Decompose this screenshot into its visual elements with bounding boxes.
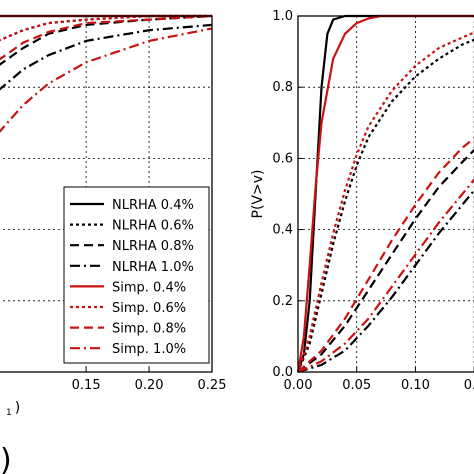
left-series-line-4	[0, 14, 213, 66]
right-series-line-5	[297, 136, 474, 373]
left-xtick-label-2: 0.25	[198, 378, 227, 393]
left-series-line-7	[0, 27, 213, 133]
right-series-line-2	[296, 38, 474, 373]
right-ytick-label-0: 0.0	[272, 365, 293, 380]
right-panel: 0.00 0.05 0.10 0.1 0.0 0.2 0.4 0.6 0.8 1.0 P(V>v…	[250, 9, 474, 393]
right-ytick-label-1: 0.2	[272, 294, 293, 309]
right-series-line-0	[296, 14, 474, 373]
right-xtick-label-3: 0.1	[464, 378, 474, 393]
legend-label-7: Simp. 1.0%	[112, 342, 186, 357]
right-series-line-3	[296, 31, 474, 373]
right-series-line-1	[296, 14, 474, 373]
legend: NLRHA 0.4% NLRHA 0.6% NLRHA 0.8% NLRHA 1.0%…	[63, 186, 210, 364]
right-xtick-label-0: 0.00	[284, 378, 313, 393]
right-ytick-label-2: 0.4	[272, 223, 293, 238]
left-xtick-label-0: 0.15	[72, 378, 101, 393]
right-xtick-label-1: 0.05	[342, 378, 371, 393]
left-series-line-6	[0, 23, 213, 91]
legend-label-2: NLRHA 0.8%	[112, 239, 194, 254]
left-series-line-5	[0, 14, 213, 61]
legend-label-5: Simp. 0.6%	[112, 301, 186, 316]
left-x-ticks: 0.15 0.20 0.25	[72, 367, 227, 393]
left-xtick-label-1: 0.20	[135, 378, 164, 393]
right-y-ticks: 0.0 0.2 0.4 0.6 0.8 1.0	[272, 9, 303, 380]
left-x-axis-label-subscript: 1	[6, 408, 12, 418]
left-x-axis-label-fragment: 1)	[6, 400, 20, 418]
right-series-line-7	[297, 178, 474, 374]
right-x-ticks: 0.00 0.05 0.10 0.1	[284, 367, 474, 393]
left-x-axis-label-paren: )	[15, 400, 20, 416]
legend-label-3: NLRHA 1.0%	[112, 260, 194, 275]
right-ytick-label-4: 0.8	[272, 80, 293, 95]
left-series-line-3	[0, 14, 212, 42]
right-series-line-6	[297, 188, 474, 374]
panel-caption-fragment: )	[0, 443, 12, 474]
legend-label-4: Simp. 0.4%	[112, 280, 186, 295]
right-series-line-4	[297, 148, 474, 373]
left-series-group	[0, 14, 213, 133]
right-xtick-label-2: 0.10	[401, 378, 430, 393]
left-plot-frame	[0, 15, 213, 373]
legend-box	[63, 186, 210, 364]
right-gridlines	[298, 16, 474, 372]
right-series-group	[296, 14, 474, 374]
left-panel: 0.15 0.20 0.25 1) NLRHA 0.4%NLRHA 0.6%NLRH…	[0, 14, 227, 418]
legend-entries: NLRHA 0.4% NLRHA 0.6% NLRHA 0.8% NLRHA 1.0%…	[70, 198, 194, 357]
right-plot-frame	[297, 15, 474, 373]
legend-label-1: NLRHA 0.6%	[112, 219, 194, 234]
right-ytick-label-5: 1.0	[272, 9, 293, 24]
right-ytick-label-3: 0.6	[272, 151, 293, 166]
legend-label-0: NLRHA 0.4%	[112, 198, 194, 213]
legend-label-6: Simp. 0.8%	[112, 322, 186, 337]
right-y-axis-label: P(V>v)	[250, 170, 266, 219]
